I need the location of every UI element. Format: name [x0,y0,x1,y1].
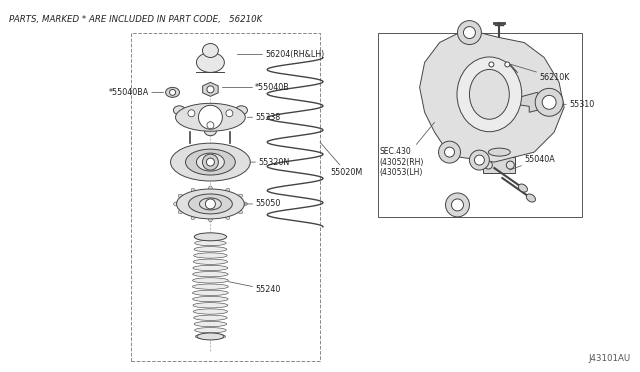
Circle shape [535,89,563,116]
Ellipse shape [193,303,228,308]
Ellipse shape [193,290,228,295]
Text: 55338: 55338 [247,113,280,122]
Text: *55040B: *55040B [222,83,290,92]
Ellipse shape [194,253,227,258]
Ellipse shape [204,127,216,136]
Circle shape [506,161,515,169]
Ellipse shape [193,278,228,283]
Ellipse shape [518,184,527,192]
Ellipse shape [488,148,510,156]
Circle shape [484,161,492,169]
Polygon shape [515,92,543,112]
Text: SEC.430
(43052(RH)
(43053(LH): SEC.430 (43052(RH) (43053(LH) [380,122,435,177]
Circle shape [458,20,481,45]
Circle shape [207,86,214,93]
Ellipse shape [237,194,243,199]
Ellipse shape [195,233,227,241]
Ellipse shape [526,194,536,202]
Circle shape [170,89,175,95]
Circle shape [205,199,216,209]
Ellipse shape [202,44,218,58]
Ellipse shape [209,186,212,192]
Ellipse shape [177,189,244,219]
Circle shape [542,95,556,109]
Ellipse shape [457,57,522,132]
Polygon shape [203,82,218,96]
Ellipse shape [186,149,236,175]
Ellipse shape [191,214,196,219]
Ellipse shape [195,328,226,333]
Circle shape [489,62,494,67]
Ellipse shape [166,87,180,97]
Ellipse shape [179,194,184,199]
Text: 56204(RH&LH): 56204(RH&LH) [237,50,324,59]
Ellipse shape [193,259,228,264]
Ellipse shape [197,333,224,340]
Circle shape [474,155,484,165]
Ellipse shape [485,77,513,87]
Ellipse shape [173,202,180,206]
Text: 55050: 55050 [244,199,280,208]
Ellipse shape [196,153,225,171]
Circle shape [451,199,463,211]
Ellipse shape [194,315,227,320]
Text: PARTS, MARKED * ARE INCLUDED IN PART CODE,   56210K: PARTS, MARKED * ARE INCLUDED IN PART COD… [9,15,262,24]
Text: 55240: 55240 [228,282,280,294]
Text: 55310: 55310 [547,100,595,109]
Ellipse shape [175,103,245,131]
Text: *55040BA: *55040BA [109,88,164,97]
Ellipse shape [225,214,230,219]
Ellipse shape [237,209,243,214]
Text: 56210K: 56210K [511,64,570,82]
Circle shape [505,62,510,67]
Ellipse shape [193,296,228,302]
Ellipse shape [193,284,228,289]
Ellipse shape [189,194,232,214]
Text: 55020M: 55020M [320,142,362,177]
Circle shape [438,141,460,163]
Circle shape [198,105,222,129]
Ellipse shape [173,106,186,115]
Circle shape [207,158,214,166]
Circle shape [226,110,233,117]
Ellipse shape [193,265,228,270]
Text: J43101AU: J43101AU [589,355,631,363]
Circle shape [463,26,476,39]
Ellipse shape [193,309,228,314]
Bar [488,82,511,152]
Ellipse shape [200,198,221,210]
Ellipse shape [469,70,509,119]
Text: 55040A: 55040A [509,155,555,170]
Text: 55320N: 55320N [250,158,289,167]
Circle shape [445,147,454,157]
Circle shape [445,193,469,217]
Circle shape [207,122,214,129]
Ellipse shape [488,58,510,70]
Circle shape [469,150,490,170]
Ellipse shape [194,321,227,327]
Ellipse shape [196,52,225,73]
Bar [483,157,515,173]
Polygon shape [420,31,564,162]
Ellipse shape [236,106,248,115]
Bar [378,33,582,217]
Ellipse shape [209,216,212,222]
Ellipse shape [225,188,230,194]
Ellipse shape [241,202,247,206]
Ellipse shape [191,188,196,194]
Circle shape [202,154,218,170]
Ellipse shape [194,247,227,252]
Ellipse shape [179,209,184,214]
Ellipse shape [171,143,250,181]
Bar [131,33,320,361]
Ellipse shape [193,272,228,277]
Ellipse shape [195,240,226,246]
Ellipse shape [195,334,226,339]
Circle shape [188,110,195,117]
